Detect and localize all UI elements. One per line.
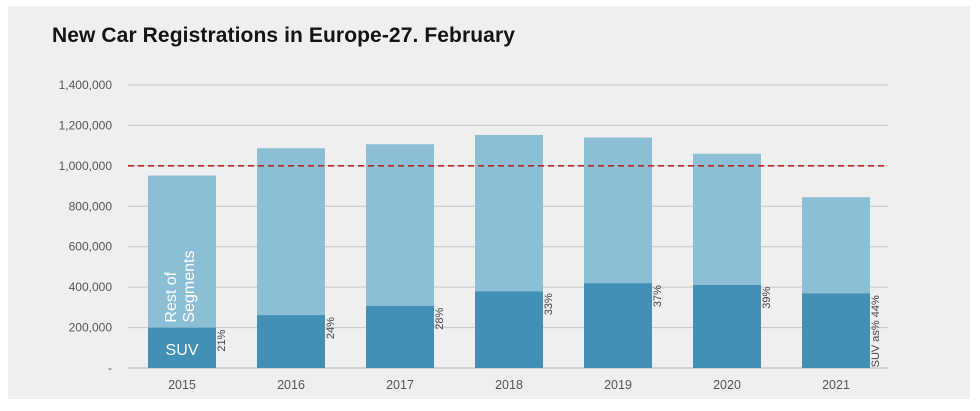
bar-suv (257, 315, 325, 368)
y-tick-label: 1,200,000 (59, 118, 113, 132)
suv-share-label: 21% (216, 329, 228, 351)
bar-suv (366, 305, 434, 368)
bar-suv (802, 293, 870, 368)
x-tick-label: 2021 (822, 378, 850, 392)
y-tick-label: 1,400,000 (59, 78, 113, 92)
y-tick-label: 1,000,000 (59, 159, 113, 173)
series-label-rest: Rest of (163, 271, 180, 322)
bar-rest-of-segments (693, 153, 761, 285)
bar-suv (693, 284, 761, 368)
x-tick-label: 2019 (604, 378, 632, 392)
x-tick-label: 2017 (386, 378, 414, 392)
bar-rest-of-segments (366, 144, 434, 306)
bar-rest-of-segments (148, 175, 216, 328)
x-tick-label: 2020 (713, 378, 741, 392)
chart-title: New Car Registrations in Europe-27. Febr… (52, 24, 516, 47)
bar-rest-of-segments (475, 134, 543, 292)
suv-share-label: 37% (652, 285, 664, 307)
suv-share-label: 28% (434, 308, 446, 330)
bar-rest-of-segments (584, 137, 652, 284)
series-label-rest: Segments (181, 251, 198, 323)
suv-share-label: 39% (761, 287, 773, 309)
x-tick-label: 2016 (277, 378, 305, 392)
suv-share-label: SUV as% 44% (870, 295, 882, 367)
bar-suv (475, 291, 543, 368)
bar-rest-of-segments (257, 148, 325, 316)
series-label-suv: SUV (166, 342, 199, 359)
bar-suv (584, 283, 652, 368)
bar-suv (148, 327, 216, 368)
y-tick-label: 600,000 (69, 240, 113, 254)
y-tick-label: 400,000 (69, 280, 113, 294)
suv-share-label: 33% (543, 293, 555, 315)
y-tick-label: - (108, 361, 112, 375)
y-tick-label: 800,000 (69, 199, 113, 213)
x-tick-label: 2015 (168, 378, 196, 392)
bar-rest-of-segments (802, 197, 870, 294)
x-tick-label: 2018 (495, 378, 523, 392)
suv-share-label: 24% (325, 317, 337, 339)
y-tick-label: 200,000 (69, 321, 113, 335)
